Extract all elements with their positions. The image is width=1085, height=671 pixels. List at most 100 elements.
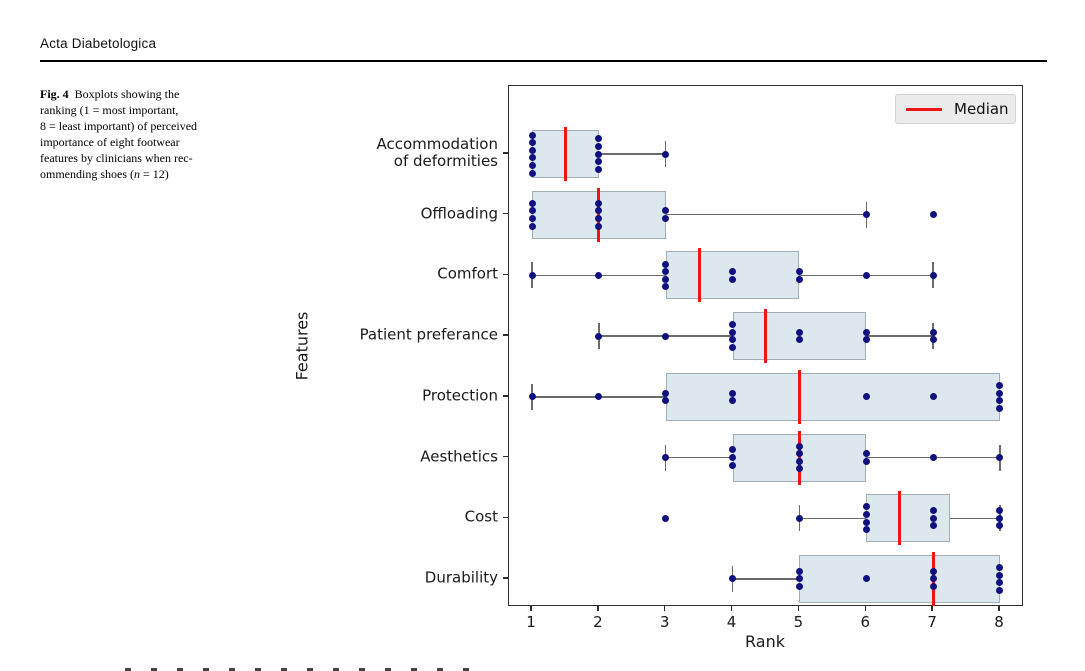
caption-line: ommending shoes (n = 12) (40, 167, 169, 181)
category-label: Durability (425, 569, 498, 586)
data-point (528, 161, 536, 169)
data-point (862, 336, 870, 344)
data-point (662, 332, 670, 340)
category-label: Offloading (421, 205, 498, 222)
data-point (996, 522, 1004, 530)
data-point (996, 381, 1004, 389)
data-point (929, 454, 937, 462)
data-point (595, 142, 603, 150)
x-tick-label: 3 (659, 613, 670, 631)
data-point (795, 450, 803, 458)
category-label-line: of deformities (393, 152, 498, 170)
data-point (729, 446, 737, 454)
whisker-high (949, 517, 1000, 520)
data-point (929, 393, 937, 401)
iqr-box (732, 312, 867, 361)
data-point (929, 514, 937, 522)
data-point (996, 454, 1004, 462)
category-label: Cost (465, 508, 498, 526)
data-point (595, 135, 603, 143)
data-point (528, 199, 536, 207)
header-rule (40, 60, 1047, 62)
data-point (595, 207, 603, 215)
data-point (929, 522, 937, 530)
data-point (862, 518, 870, 526)
data-point (528, 215, 536, 222)
caption-line: 8 = least important) of perceived (40, 119, 198, 133)
caption-line: ranking (1 = most important, (40, 103, 179, 117)
whisker-high (665, 213, 867, 216)
iqr-box (866, 494, 950, 543)
data-point (528, 222, 536, 230)
data-point (729, 389, 737, 397)
x-tick-mark (864, 606, 866, 611)
data-point (795, 457, 803, 465)
y-axis-title: Features (292, 311, 312, 381)
data-point (862, 328, 870, 336)
data-point (729, 268, 737, 276)
category-label-line: Aesthetics (420, 447, 498, 466)
data-point (528, 271, 536, 279)
whisker-low (665, 456, 733, 459)
figure-caption: Fig. 4 Boxplots showing the ranking (1 =… (40, 86, 270, 182)
data-point (595, 165, 603, 173)
data-point (662, 389, 670, 397)
data-point (996, 571, 1004, 579)
x-tick-label: 7 (927, 613, 937, 631)
x-tick-mark (998, 606, 1000, 611)
data-point (862, 503, 870, 511)
data-point (662, 454, 670, 462)
data-point (528, 393, 536, 401)
caption-n-variable: n (134, 167, 140, 181)
category-label-line: Accommodation (376, 135, 498, 153)
data-point (795, 275, 803, 283)
data-point (996, 397, 1004, 405)
data-point (929, 567, 937, 575)
y-tick-mark (503, 395, 508, 397)
x-tick-label: 4 (726, 613, 737, 631)
data-point (729, 397, 737, 405)
category-label: Aesthetics (420, 448, 498, 465)
median-line (597, 187, 601, 242)
data-point (795, 465, 803, 473)
data-point (729, 454, 737, 462)
category-label-line: Durability (424, 568, 498, 587)
data-point (862, 575, 870, 583)
category-label: Protection (422, 387, 498, 404)
data-point (729, 275, 737, 283)
median-line (898, 491, 902, 546)
data-point (996, 564, 1004, 572)
legend-label: Median (954, 100, 1009, 118)
x-tick-mark (797, 606, 800, 611)
data-point (795, 336, 803, 344)
category-label-line: Comfort (437, 264, 498, 283)
data-point (929, 211, 937, 219)
x-tick-mark (931, 606, 933, 611)
x-tick-mark (664, 606, 666, 611)
y-tick-mark (503, 273, 508, 276)
caption-figure-label: Fig. 4 (40, 87, 69, 101)
data-point (595, 150, 603, 158)
data-point (729, 575, 737, 583)
whisker-high (598, 153, 666, 155)
data-point (729, 328, 737, 336)
category-label: Patient preferance (359, 325, 498, 344)
category-label-line: Protection (422, 386, 498, 405)
whisker-high (866, 335, 934, 337)
data-point (795, 442, 803, 450)
data-point (662, 215, 670, 222)
category-label-line: Patient preferance (359, 325, 498, 344)
iqr-box (665, 251, 800, 300)
data-point (996, 514, 1004, 522)
x-tick-mark (597, 606, 599, 611)
iqr-box (799, 554, 1000, 603)
data-point (996, 579, 1004, 587)
x-axis-title: Rank (745, 632, 785, 651)
data-point (996, 586, 1004, 594)
data-point (862, 393, 870, 401)
x-tick-label: 2 (593, 613, 603, 631)
data-point (795, 268, 803, 276)
data-point (662, 283, 670, 291)
data-point (662, 268, 670, 276)
data-point (996, 507, 1004, 515)
